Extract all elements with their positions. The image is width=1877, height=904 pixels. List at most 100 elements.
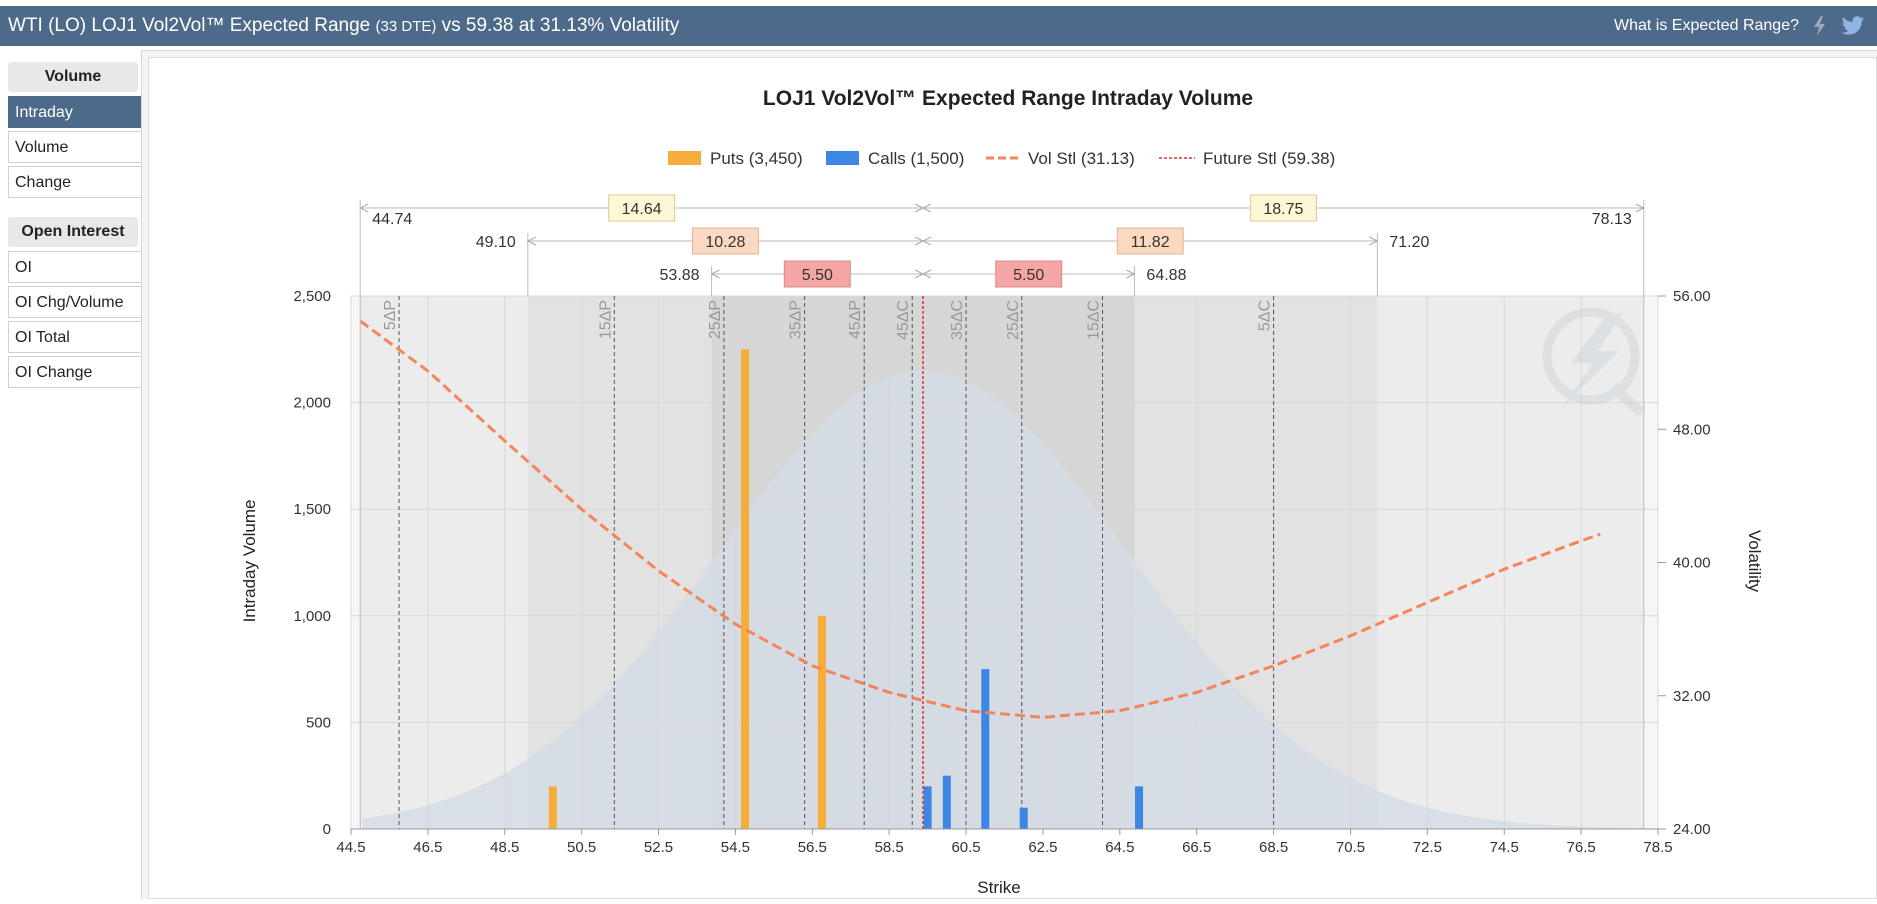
sidebar-item-oi-change[interactable]: OI Change <box>8 356 141 388</box>
sidebar-item-change[interactable]: Change <box>8 166 141 198</box>
range-width-label: 10.28 <box>705 234 745 251</box>
legend-puts-label: Puts (3,450) <box>710 149 803 168</box>
title-tail: vs 59.38 at 31.13% Volatility <box>441 15 680 36</box>
x-tick-label: 68.5 <box>1259 839 1288 856</box>
range-arrow <box>359 203 369 213</box>
help-link[interactable]: What is Expected Range? <box>1614 17 1799 34</box>
probability-distribution <box>362 370 1655 829</box>
legend-calls-label: Calls (1,500) <box>868 149 964 168</box>
header-bar: WTI (LO) LOJ1 Vol2Vol™ Expected Range (3… <box>0 6 1877 46</box>
range-arrow <box>921 236 932 246</box>
x-tick-label: 44.5 <box>336 839 365 856</box>
x-tick-label: 74.5 <box>1490 839 1519 856</box>
sidebar-item-oi-chg-volume[interactable]: OI Chg/Volume <box>8 286 141 318</box>
lightning-icon[interactable] <box>1809 15 1831 37</box>
delta-label: 45ΔC <box>895 300 912 340</box>
expected-range-chart: 5ΔP 15ΔP 25ΔP 35ΔP 45ΔP 45ΔC 35ΔC 25ΔC 15ΔC 5ΔC 4… <box>240 87 1764 897</box>
range-width-box <box>608 194 676 222</box>
delta-label: 35ΔC <box>949 300 966 340</box>
chart-container: 5ΔP 15ΔP 25ΔP 35ΔP 45ΔP 45ΔC 35ΔC 25ΔC 15ΔC 5ΔC 4… <box>148 57 1877 899</box>
call-bar <box>1135 786 1144 829</box>
range-arrow <box>526 236 537 246</box>
x-tick-label: 72.5 <box>1413 839 1442 856</box>
call-bar <box>981 669 990 829</box>
y-tick-label: 500 <box>306 714 331 731</box>
delta-label: 15ΔC <box>1086 300 1103 340</box>
sidebar-item-oi-total[interactable]: OI Total <box>8 321 141 353</box>
sidebar-item-oi[interactable]: OI <box>8 251 141 283</box>
range-arrow <box>1635 203 1645 213</box>
chart-title: LOJ1 Vol2Vol™ Expected Range Intraday Vo… <box>763 87 1253 110</box>
y2-tick-label: 40.00 <box>1673 555 1711 572</box>
x-tick-label: 62.5 <box>1028 839 1057 856</box>
sidebar: Volume Intraday Volume Change Open Inter… <box>8 62 141 391</box>
y-tick-label: 1,500 <box>293 501 331 518</box>
x-tick-label: 52.5 <box>644 839 673 856</box>
twitter-icon[interactable] <box>1841 15 1864 37</box>
sidebar-heading-open-interest: Open Interest <box>8 217 138 247</box>
range-width-label: 18.75 <box>1263 201 1303 218</box>
y2-tick-label: 56.00 <box>1673 288 1711 305</box>
legend-future-label: Future Stl (59.38) <box>1203 149 1335 168</box>
x-tick-label: 46.5 <box>413 839 442 856</box>
x-tick-label: 78.5 <box>1643 839 1672 856</box>
delta-label: 25ΔC <box>1005 300 1022 340</box>
range-width-box <box>1249 194 1317 222</box>
range-arrow <box>1369 236 1379 246</box>
range-high-label: 64.88 <box>1146 267 1186 284</box>
delta-label: 45ΔP <box>847 300 864 339</box>
put-bar <box>817 615 826 829</box>
y2-tick-label: 24.00 <box>1673 821 1711 838</box>
x-axis-label: Strike <box>977 878 1020 897</box>
range-high-label: 78.13 <box>1592 211 1632 228</box>
delta-label: 5ΔC <box>1257 300 1274 331</box>
range-width-box <box>691 227 759 255</box>
y2-axis-label: Volatility <box>1745 530 1764 593</box>
delta-label: 25ΔP <box>707 300 724 339</box>
dte-label: (33 DTE) <box>375 18 437 35</box>
x-tick-label: 70.5 <box>1336 839 1365 856</box>
y-tick-label: 2,000 <box>293 395 331 412</box>
y2-tick-label: 32.00 <box>1673 688 1711 705</box>
range-width-box <box>1116 227 1184 255</box>
x-tick-label: 56.5 <box>798 839 827 856</box>
delta-label: 15ΔP <box>597 300 614 339</box>
legend-puts-swatch <box>668 151 701 165</box>
range-width-label: 5.50 <box>1013 267 1044 284</box>
chart-panel: 5ΔP 15ΔP 25ΔP 35ΔP 45ΔP 45ΔC 35ΔC 25ΔC 15ΔC 5ΔC 4… <box>141 50 1877 899</box>
x-tick-label: 58.5 <box>875 839 904 856</box>
sidebar-item-volume[interactable]: Volume <box>8 131 141 163</box>
range-width-box <box>783 260 851 288</box>
x-tick-label: 66.5 <box>1182 839 1211 856</box>
delta-label: 5ΔP <box>382 300 399 330</box>
put-bar <box>741 349 750 829</box>
y-tick-label: 1,000 <box>293 608 331 625</box>
range-low-label: 53.88 <box>660 267 700 284</box>
range-low-label: 49.10 <box>476 234 516 251</box>
y-tick-label: 2,500 <box>293 288 331 305</box>
put-bar <box>548 786 557 829</box>
range-width-label: 11.82 <box>1131 234 1170 251</box>
legend-calls-swatch <box>826 151 859 165</box>
x-tick-label: 50.5 <box>567 839 596 856</box>
range-arrow <box>921 203 932 213</box>
sidebar-item-intraday[interactable]: Intraday <box>8 96 141 128</box>
call-bar <box>942 775 951 829</box>
range-arrow <box>1126 269 1136 279</box>
range-width-label: 14.64 <box>622 201 662 218</box>
range-high-label: 71.20 <box>1389 234 1429 251</box>
sidebar-heading-volume: Volume <box>8 62 138 92</box>
watermark-logo <box>1542 307 1645 417</box>
y2-tick-label: 48.00 <box>1673 421 1711 438</box>
range-arrow <box>710 269 720 279</box>
range-width-box <box>995 260 1063 288</box>
x-tick-label: 60.5 <box>951 839 980 856</box>
call-bar <box>923 786 932 829</box>
y-axis-label: Intraday Volume <box>240 500 259 623</box>
x-tick-label: 54.5 <box>721 839 750 856</box>
x-tick-label: 48.5 <box>490 839 519 856</box>
x-tick-label: 64.5 <box>1105 839 1134 856</box>
legend-vol-label: Vol Stl (31.13) <box>1028 149 1135 168</box>
call-bar <box>1019 807 1028 829</box>
range-width-label: 5.50 <box>802 267 833 284</box>
